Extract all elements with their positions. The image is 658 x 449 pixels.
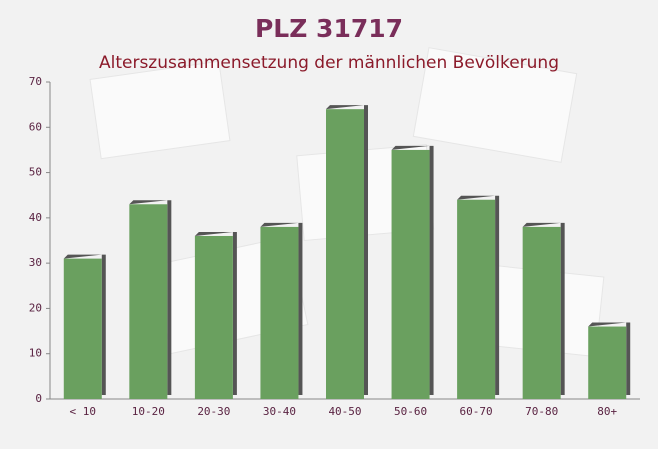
bar [63,258,102,399]
bar [457,199,496,399]
bar [326,109,364,400]
bar [129,204,168,399]
y-tick-label: 0 [35,392,42,405]
y-tick-label: 70 [29,75,42,88]
x-tick-label: 40-50 [328,405,361,418]
x-tick-label: 30-40 [263,405,296,418]
x-tick-label: 70-80 [525,405,558,418]
y-tick-label: 60 [29,120,42,133]
y-tick-label: 20 [29,301,42,314]
x-tick-label: 50-60 [394,405,427,418]
bar [588,326,627,399]
x-tick-label: < 10 [70,405,97,418]
y-tick-label: 50 [29,166,42,179]
x-tick-label: 20-30 [197,405,230,418]
x-tick-label: 10-20 [132,405,165,418]
x-tick-label: 80+ [597,405,617,418]
chart-subtitle: Alterszusammensetzung der männlichen Bev… [99,53,559,73]
y-tick-label: 10 [29,347,42,360]
x-tick-label: 60-70 [460,405,493,418]
y-tick-label: 30 [29,256,42,269]
bar [391,149,430,399]
bar [260,226,299,399]
bar [522,226,561,399]
y-tick-label: 40 [29,211,42,224]
bar [194,235,233,399]
chart-title: PLZ 31717 [255,14,403,43]
